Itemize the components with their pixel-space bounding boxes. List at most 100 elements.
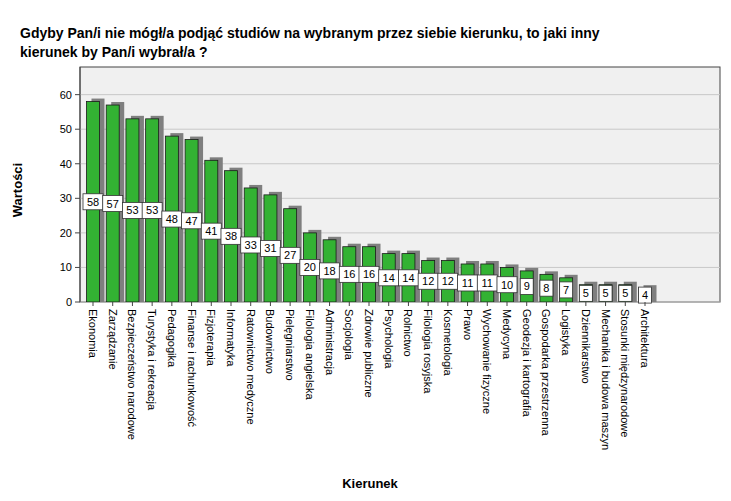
data-labels: 5857535348474138333127201816161414121211… — [83, 194, 652, 303]
y-tick-label: 60 — [60, 89, 72, 101]
data-label-box — [300, 259, 320, 275]
x-tick-label: Fizjoterapia — [205, 309, 217, 367]
data-label-box — [122, 202, 142, 218]
x-tick — [428, 302, 429, 306]
data-label: 53 — [126, 204, 138, 216]
x-tick-label: Ekonomia — [87, 309, 99, 359]
data-label: 27 — [284, 249, 296, 261]
x-tick — [605, 302, 606, 306]
y-tick — [75, 94, 80, 95]
x-tick — [526, 302, 527, 306]
x-tick-label: Gospodarka przestrzenna — [540, 309, 552, 436]
y-tick — [75, 232, 80, 233]
data-label-box — [162, 211, 182, 227]
data-label: 16 — [343, 268, 355, 280]
x-tick-label: Logistyka — [560, 309, 572, 356]
data-label-box — [458, 275, 478, 291]
x-tick — [645, 302, 646, 306]
data-label: 58 — [87, 196, 99, 208]
data-label: 4 — [642, 289, 648, 301]
x-tick-label: Mechanika i budowa maszyn — [600, 309, 612, 450]
bar — [441, 261, 454, 302]
x-tick — [487, 302, 488, 306]
x-tick-label: Geodezja i kartografia — [521, 309, 533, 417]
data-label: 16 — [363, 268, 375, 280]
data-label: 31 — [264, 242, 276, 254]
data-label: 57 — [107, 198, 119, 210]
bar — [540, 274, 553, 302]
x-tick-label: Administracja — [324, 309, 336, 376]
x-tick — [152, 302, 153, 306]
bar — [264, 195, 277, 302]
x-tick-label: Filologia rosyjska — [422, 309, 434, 394]
bar — [520, 271, 533, 302]
bar — [363, 247, 376, 302]
data-label-box — [221, 228, 241, 244]
data-label: 11 — [482, 277, 493, 289]
x-tick — [250, 302, 251, 306]
x-tick-label: Kosmetologia — [442, 309, 454, 377]
data-label: 20 — [304, 261, 316, 273]
data-label-box — [418, 273, 438, 289]
x-tick — [369, 302, 370, 306]
x-tick — [507, 302, 508, 306]
x-tick — [329, 302, 330, 306]
title-line: Gdyby Pan/i nie mógł/a podjąć studiów na… — [20, 25, 600, 41]
data-label: 12 — [442, 275, 454, 287]
data-label-box — [497, 277, 517, 293]
data-label: 41 — [205, 225, 217, 237]
bar — [225, 171, 238, 302]
bar — [422, 261, 435, 302]
data-label: 14 — [383, 272, 395, 284]
x-tick — [625, 302, 626, 306]
data-label-box — [560, 282, 573, 298]
x-tick-label: Architektura — [639, 309, 651, 369]
bar — [205, 160, 218, 302]
x-tick — [191, 302, 192, 306]
data-label-box — [639, 287, 652, 303]
bar — [185, 140, 198, 302]
x-tick — [309, 302, 310, 306]
x-tick — [112, 302, 113, 306]
y-tick — [75, 198, 80, 199]
bar — [599, 285, 612, 302]
data-label: 53 — [146, 204, 158, 216]
x-axis-label: Kierunek — [342, 476, 398, 491]
x-tick — [585, 302, 586, 306]
data-label-box — [619, 285, 632, 301]
data-label: 11 — [462, 277, 473, 289]
data-label-box — [438, 273, 458, 289]
data-label-box — [359, 266, 379, 282]
y-tick-label: 50 — [60, 123, 72, 135]
x-tick — [93, 302, 94, 306]
bar — [303, 233, 316, 302]
y-tick-label: 40 — [60, 158, 72, 170]
bar — [323, 240, 336, 302]
bar — [501, 267, 514, 302]
bar — [461, 264, 474, 302]
x-tick-label: Turystyka i rekreacja — [146, 309, 158, 411]
x-tick-label: Dziennikarstwo — [580, 309, 592, 384]
data-label: 8 — [543, 282, 549, 294]
bar — [619, 285, 632, 302]
x-tick-label: Pedagogika — [166, 309, 178, 368]
data-label: 12 — [422, 275, 434, 287]
y-tick-label: 10 — [60, 261, 72, 273]
data-label: 10 — [501, 279, 513, 291]
title: Gdyby Pan/i nie mógł/a podjąć studiów na… — [20, 25, 600, 60]
bar — [87, 102, 100, 302]
grid-line — [80, 129, 720, 130]
x-tick-label: Zdrowie publiczne — [363, 309, 375, 398]
data-label: 18 — [323, 265, 335, 277]
data-label: 5 — [583, 287, 589, 299]
data-label-box — [280, 247, 300, 263]
data-label-box — [379, 270, 399, 286]
data-label-box — [103, 196, 123, 212]
bar — [481, 264, 494, 302]
data-label: 5 — [603, 287, 609, 299]
x-tick-label: Filologia angielska — [304, 309, 316, 400]
data-label: 38 — [225, 230, 237, 242]
bar — [579, 285, 592, 302]
bar — [126, 119, 139, 302]
data-label-box — [599, 285, 612, 301]
